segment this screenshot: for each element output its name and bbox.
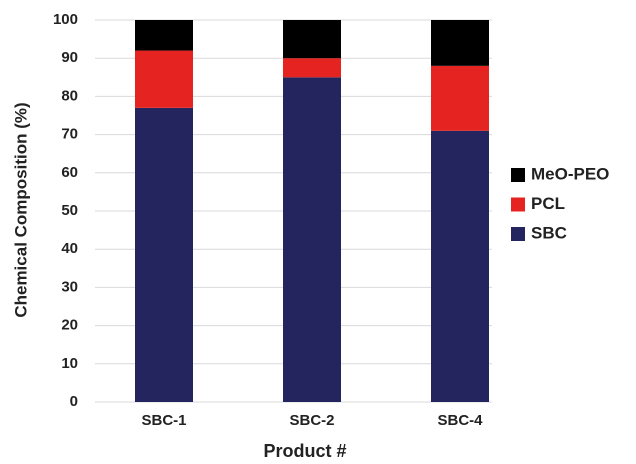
x-tick-label: SBC-4: [437, 412, 483, 429]
y-tick-label: 40: [61, 240, 78, 257]
legend-label: SBC: [531, 223, 567, 242]
y-tick-label: 100: [53, 11, 78, 28]
y-tick-label: 90: [61, 49, 78, 66]
x-axis-label: Product #: [263, 441, 346, 461]
y-tick-label: 30: [61, 278, 78, 295]
bar-segment: [431, 130, 489, 402]
x-tick-label: SBC-2: [289, 412, 334, 429]
bar-segment: [283, 20, 341, 59]
y-tick-label: 70: [61, 126, 78, 143]
legend-swatch: [511, 227, 525, 241]
bar-segment: [135, 50, 193, 108]
y-axis-label: Chemical Composition (%): [11, 102, 30, 317]
y-tick-label: 20: [61, 317, 78, 334]
x-tick-label: SBC-1: [141, 412, 186, 429]
y-tick-label: 80: [61, 87, 78, 104]
y-tick-label: 50: [61, 202, 78, 219]
bar-segment: [431, 65, 489, 131]
bar-segment: [283, 77, 341, 403]
legend-label: PCL: [531, 194, 565, 213]
bar-segment: [135, 20, 193, 51]
bar-segment: [283, 58, 341, 78]
bar-segment: [135, 107, 193, 403]
legend-label: MeO-PEO: [531, 164, 609, 183]
y-tick-label: 10: [61, 355, 78, 372]
legend-swatch: [511, 168, 525, 182]
bar-segment: [431, 20, 489, 66]
y-tick-label: 60: [61, 164, 78, 181]
y-tick-label: 0: [70, 393, 78, 410]
legend-swatch: [511, 197, 525, 212]
